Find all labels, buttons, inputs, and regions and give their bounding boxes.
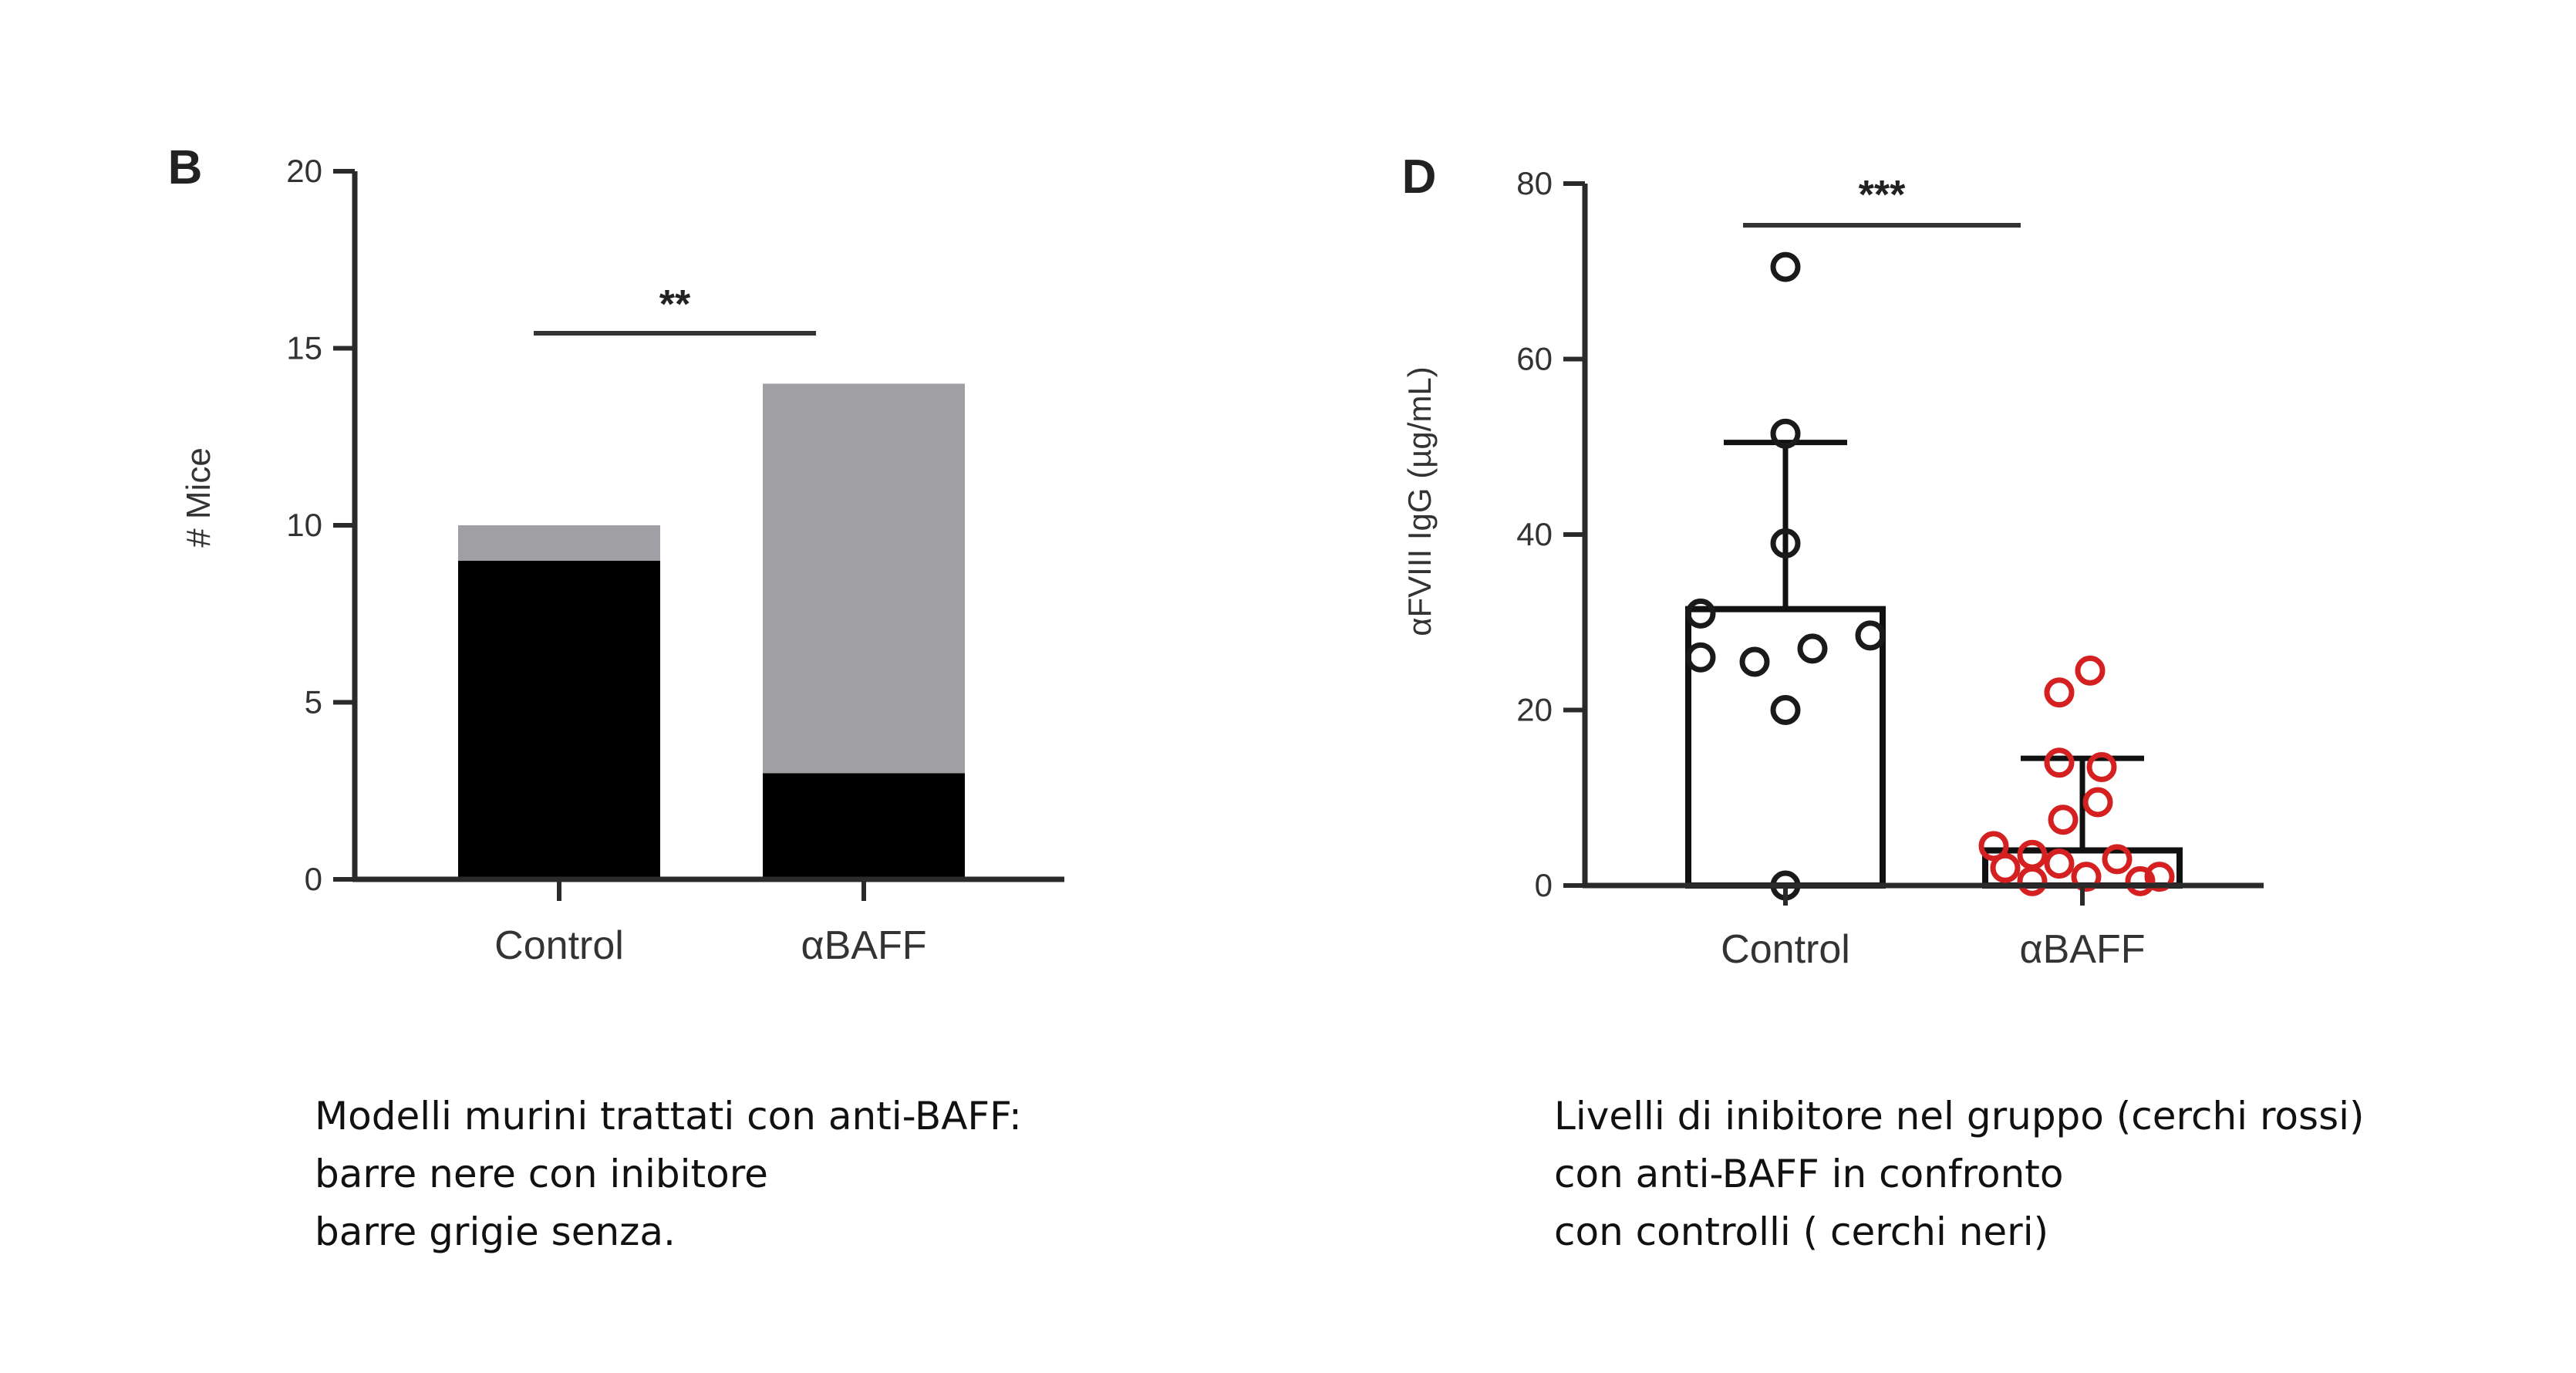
data-point-abaff: [2044, 848, 2075, 879]
significance-label: **: [659, 282, 691, 327]
figure: B 0 5 10 15 20 Control αBAFF # Mice ** D 0 20 40 60 80…: [168, 141, 2264, 972]
y-tick-label: 20: [1516, 692, 1553, 728]
y-tick-label: 0: [305, 861, 322, 897]
caption-d-line-2: con anti-BAFF in confronto: [1554, 1152, 2064, 1196]
data-point-abaff: [2044, 677, 2075, 708]
x-tick-label: Control: [1721, 927, 1850, 972]
data-point-control: [1770, 418, 1801, 449]
data-point-control: [1770, 695, 1801, 725]
data-point-abaff: [2048, 805, 2079, 835]
caption-b-line-3: barre grigie senza.: [315, 1209, 676, 1254]
data-point-abaff: [2125, 865, 2156, 896]
data-point-control: [1685, 598, 1716, 629]
caption-b-line-1: Modelli murini trattati con anti-BAFF:: [315, 1094, 1022, 1139]
data-point-control: [1685, 642, 1716, 673]
data-point-control: [1797, 633, 1828, 664]
panel-d-scatter-bar-chart: D 0 20 40 60 80 Control αBAFF αFVIII IgG (µg/mL)…: [1401, 150, 2264, 972]
y-axis-label: αFVIII IgG (µg/mL): [1401, 366, 1438, 636]
x-tick-label: αBAFF: [801, 923, 927, 968]
data-point-abaff: [2086, 751, 2117, 782]
data-point-abaff: [2017, 839, 2048, 870]
data-point-abaff: [2144, 862, 2175, 892]
y-tick-label: 10: [286, 507, 322, 543]
y-tick-label: 15: [286, 330, 322, 366]
mean-bar-control: [1685, 606, 1886, 889]
panel-label-b: B: [168, 141, 203, 194]
caption-b-line-2: barre nere con inibitore: [315, 1152, 768, 1196]
data-point-abaff: [2075, 655, 2106, 686]
significance-label: ***: [1859, 173, 1906, 218]
caption-panel-b: Modelli murini trattati con anti-BAFF: b…: [315, 1088, 1022, 1261]
bar-grey-abaff: [763, 383, 965, 774]
data-point-abaff: [1990, 852, 2021, 883]
panel-b-stacked-bar-chart: B 0 5 10 15 20 Control αBAFF # Mice **: [168, 141, 1064, 968]
data-point-control: [1770, 528, 1801, 558]
x-tick-label: αBAFF: [2020, 927, 2146, 972]
caption-panel-d: Livelli di inibitore nel gruppo (cerchi …: [1554, 1088, 2365, 1261]
bar-grey-control: [458, 525, 660, 561]
data-point-abaff: [2102, 844, 2133, 875]
y-tick-label: 20: [286, 153, 322, 189]
y-tick-label: 60: [1516, 341, 1553, 377]
data-point-control: [1770, 251, 1801, 282]
x-tick-label: Control: [494, 923, 624, 968]
y-tick-label: 80: [1516, 165, 1553, 201]
bar-dark-abaff: [763, 773, 965, 879]
caption-d-line-3: con controlli ( cerchi neri): [1554, 1209, 2049, 1254]
y-axis-label: # Mice: [180, 447, 217, 548]
panel-label-d: D: [1402, 150, 1437, 204]
bar-dark-control: [458, 560, 660, 879]
y-tick-label: 40: [1516, 516, 1553, 552]
data-point-control: [1855, 620, 1886, 651]
data-point-control: [1739, 646, 1770, 677]
caption-d-line-1: Livelli di inibitore nel gruppo (cerchi …: [1554, 1094, 2365, 1139]
y-tick-label: 0: [1535, 867, 1553, 903]
data-point-abaff: [2071, 862, 2102, 892]
data-point-abaff: [2082, 787, 2113, 818]
data-point-abaff: [2044, 747, 2075, 778]
y-tick-label: 5: [305, 684, 322, 720]
data-point-abaff: [2017, 865, 2048, 896]
